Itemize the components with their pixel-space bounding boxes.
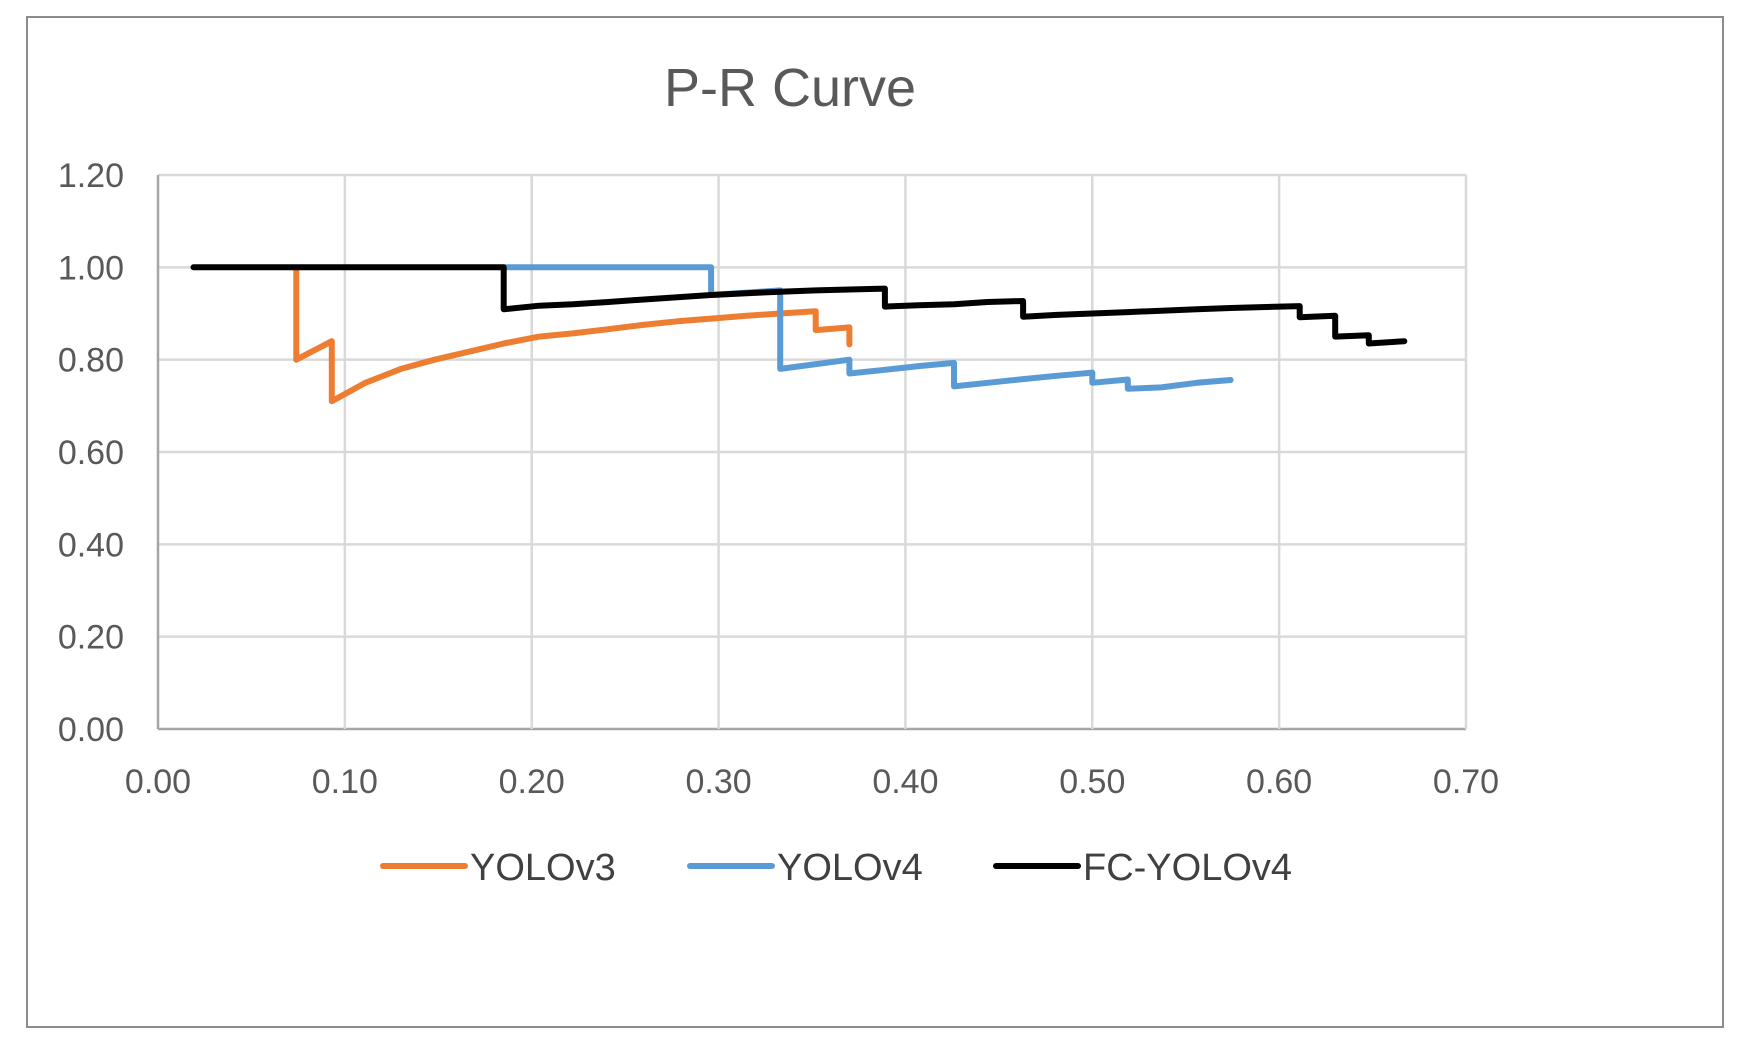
y-tick-label: 0.20: [58, 619, 124, 657]
x-tick-label: 0.30: [685, 763, 751, 801]
series-lines: [194, 267, 1405, 401]
y-tick-label: 1.20: [58, 157, 124, 195]
y-tick-label: 0.00: [58, 711, 124, 749]
pr-curve-chart: P-R Curve 0.000.200.400.600.801.001.200.…: [28, 18, 1726, 1030]
legend: YOLOv3 YOLOv4 FC-YOLOv4: [383, 847, 1292, 889]
legend-label-fc-yolov4: FC-YOLOv4: [1083, 847, 1292, 889]
chart-frame: P-R Curve 0.00 0.20 0.40 0.60 0.80 1.00 1.20 0.…: [26, 16, 1724, 1028]
x-tick-label: 0.60: [1246, 763, 1312, 801]
y-tick-label: 0.60: [58, 434, 124, 472]
y-tick-label: 0.80: [58, 342, 124, 380]
x-tick-label: 0.00: [125, 763, 191, 801]
series-line-yolov3: [296, 267, 849, 401]
x-tick-label: 0.10: [312, 763, 378, 801]
x-tick-label: 0.70: [1433, 763, 1499, 801]
chart-title: P-R Curve: [664, 58, 916, 118]
y-tick-label: 0.40: [58, 526, 124, 564]
legend-label-yolov4: YOLOv4: [777, 847, 923, 889]
x-tick-label: 0.50: [1059, 763, 1125, 801]
x-tick-label: 0.40: [872, 763, 938, 801]
y-tick-label: 1.00: [58, 249, 124, 287]
grid-lines: [158, 175, 1466, 729]
axes: 0.00 0.20 0.40 0.60 0.80 1.00 1.20 0.00 0.10 0.20…: [58, 157, 1499, 801]
x-tick-label: 0.20: [499, 763, 565, 801]
series-line-fc-yolov4: [194, 267, 1405, 343]
legend-label-yolov3: YOLOv3: [470, 847, 616, 889]
